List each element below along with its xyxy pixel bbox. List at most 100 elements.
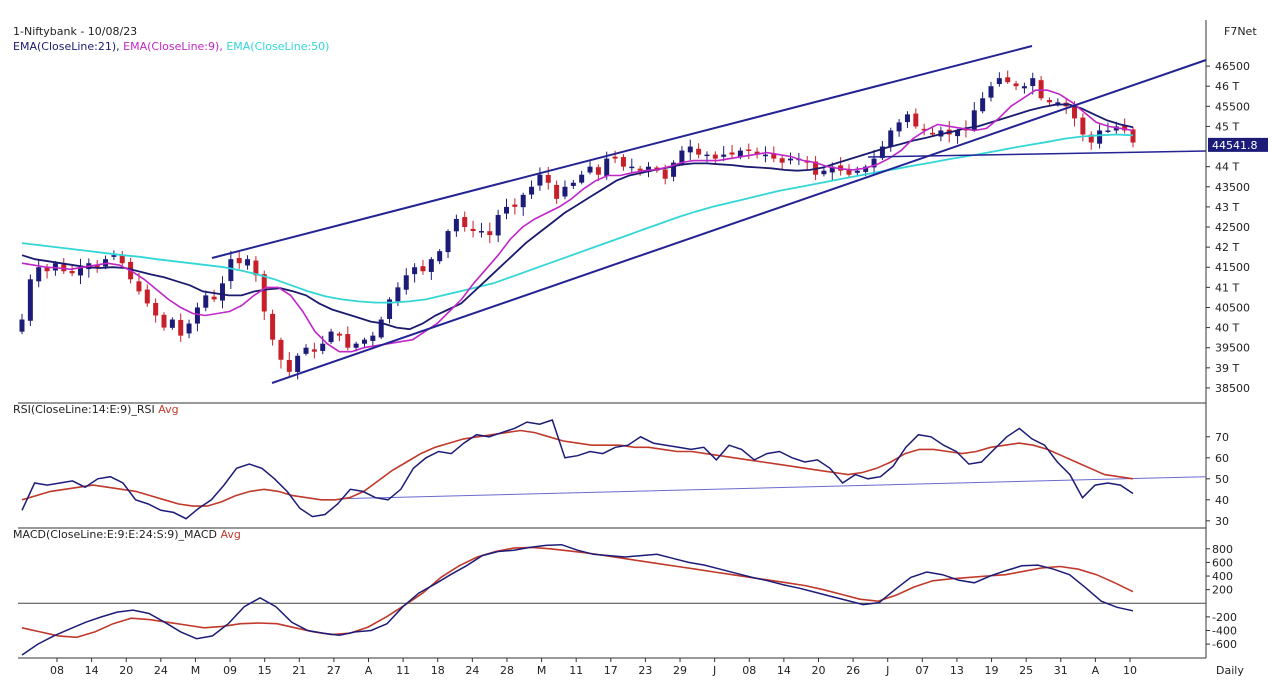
candle-body [345,334,351,348]
macd-y-tick-label: -200 [1212,611,1237,624]
candle-body [1005,77,1011,83]
x-tick-label: 08 [50,664,64,677]
candle-body [595,167,601,175]
x-tick-label: 20 [811,664,825,677]
candle-body [829,166,835,173]
x-tick-label: 14 [777,664,791,677]
candle-body [44,267,50,272]
ema9-legend: EMA(CloseLine:9) [123,40,220,53]
rsi-avg-line [21,429,1134,507]
macd-y-tick-label: -400 [1212,624,1237,637]
candle-body [387,299,393,319]
candle-body [428,259,434,272]
candle-body [278,339,284,360]
candle-body [1038,80,1044,99]
candle-body [178,319,184,336]
rsi-y-tick-label: 50 [1215,473,1229,486]
ema21-line [21,103,1134,331]
candle-body [579,174,585,183]
candle-body [788,158,794,161]
candle-body [94,264,100,268]
rsi-support-line [339,476,1207,500]
price-y-tick-label: 43 T [1215,201,1239,214]
candle-body [971,110,977,131]
candle-body [704,154,710,157]
period-label: Daily [1216,664,1244,677]
candle-body [646,166,652,172]
x-tick-label: 29 [673,664,687,677]
candle-body [36,267,42,282]
price-y-tick-label: 40 T [1215,322,1239,335]
candle-body [1072,106,1078,119]
candle-body [27,279,33,321]
candle-body [420,266,426,272]
price-y-tick-label: 42500 [1215,221,1250,234]
candle-body [520,194,526,208]
candle-body [144,289,150,304]
candle-body [286,359,292,372]
x-tick-label: 23 [638,664,652,677]
candle-body [69,270,75,274]
price-y-tick-label: 42 T [1215,241,1239,254]
legend-sep: , [116,40,124,53]
candle-body [320,343,326,351]
upper-channel-line [211,45,1033,259]
candle-body [729,152,735,155]
candle-body [1122,125,1128,131]
candle-body [871,158,877,168]
candle-body [980,98,986,112]
x-tick-label: 17 [604,664,618,677]
rsi-line [21,419,1134,520]
candle-body [712,154,718,159]
x-tick-label: 18 [431,664,445,677]
candle-body [671,162,677,177]
candle-body [1105,130,1111,132]
x-tick-label: A [365,664,373,677]
candle-body [236,258,242,264]
candle-body [303,347,309,354]
candle-body [1046,99,1052,103]
candle-body [554,184,560,199]
brand-label: F7Net [1224,25,1257,38]
ema50-legend: EMA(CloseLine:50) [226,40,330,53]
x-tick-label: A [1092,664,1100,677]
candle-body [612,156,618,159]
price-y-tick-label: 46 T [1215,80,1239,93]
candle-body [662,169,668,179]
x-tick-label: 28 [500,664,514,677]
x-tick-label: 27 [327,664,341,677]
candle-body [913,113,919,127]
x-tick-label: M [537,664,547,677]
candle-body [295,355,301,372]
candle-body [620,157,626,167]
price-y-tick-label: 46500 [1215,60,1250,73]
candle-body [462,217,468,228]
rsi-y-tick-label: 70 [1215,431,1229,444]
price-y-tick-label: 40500 [1215,301,1250,314]
candle-body [261,274,267,312]
ema9-line [21,89,1134,353]
candle-body [762,154,768,157]
candle-body [846,168,852,175]
x-tick-label: 24 [154,664,168,677]
candle-body [754,151,760,155]
candle-body [19,319,25,332]
macd-y-tick-label: -600 [1212,638,1237,651]
price-y-tick-label: 39500 [1215,342,1250,355]
price-y-tick-label: 41500 [1215,261,1250,274]
x-tick-label: 07 [915,664,929,677]
candle-body [361,339,367,344]
candle-body [896,122,902,132]
x-tick-label: 08 [742,664,756,677]
x-tick-label: J [712,664,716,677]
x-tick-label: 31 [1054,664,1068,677]
candle-body [161,314,167,328]
candle-body [52,263,58,271]
x-tick-label: 14 [85,664,99,677]
macd-y-tick-label: 200 [1212,584,1233,597]
x-tick-label: 24 [465,664,479,677]
candle-body [1055,102,1061,105]
candle-body [478,231,484,233]
candle-body [370,335,376,341]
